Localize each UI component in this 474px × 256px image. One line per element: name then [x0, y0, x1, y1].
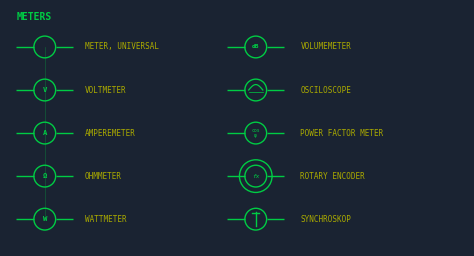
Text: OHMMETER: OHMMETER — [85, 172, 122, 181]
Text: AMPEREMETER: AMPEREMETER — [85, 129, 136, 137]
Text: W: W — [43, 216, 47, 222]
Text: V: V — [43, 87, 47, 93]
Text: VOLUMEMETER: VOLUMEMETER — [301, 42, 351, 51]
Text: SYNCHROSKOP: SYNCHROSKOP — [301, 215, 351, 224]
Text: VOLTMETER: VOLTMETER — [85, 86, 126, 94]
Text: METERS: METERS — [17, 12, 52, 22]
Text: A: A — [43, 130, 47, 136]
Text: dB: dB — [252, 45, 259, 49]
Text: cos: cos — [251, 128, 260, 133]
Text: METER, UNIVERSAL: METER, UNIVERSAL — [85, 42, 159, 51]
Text: fx: fx — [252, 174, 259, 179]
Text: Ω: Ω — [43, 173, 47, 179]
Text: φ: φ — [255, 133, 257, 138]
Text: POWER FACTOR METER: POWER FACTOR METER — [301, 129, 383, 137]
Text: ROTARY ENCODER: ROTARY ENCODER — [301, 172, 365, 181]
Text: OSCILOSCOPE: OSCILOSCOPE — [301, 86, 351, 94]
Text: WATTMETER: WATTMETER — [85, 215, 126, 224]
